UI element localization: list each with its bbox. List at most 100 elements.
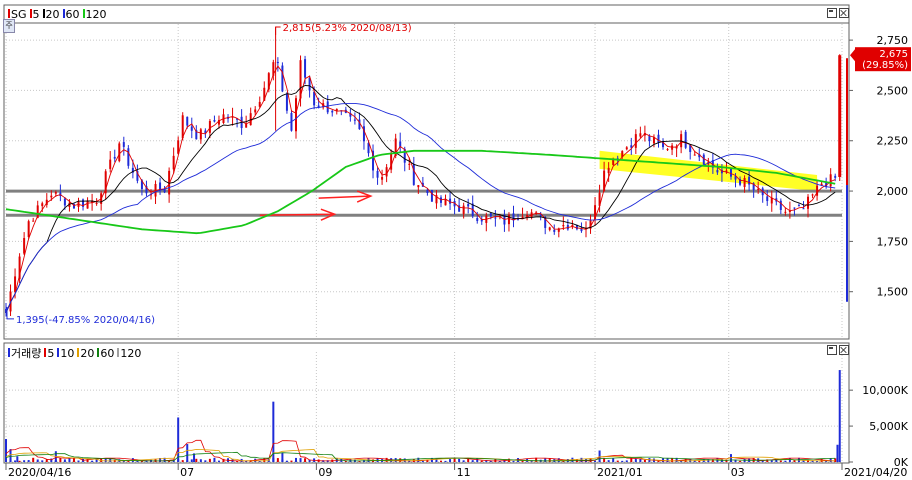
price-legend-item[interactable]: 20 (42, 8, 60, 21)
candle-body (399, 141, 402, 148)
price-scale-side (846, 58, 848, 302)
candle-body (689, 144, 692, 152)
price-panel-maximize-icon[interactable] (827, 8, 837, 18)
candle-body (467, 204, 470, 207)
volume-spike-bar (186, 444, 189, 462)
candle-body (430, 189, 433, 202)
volume-bar (643, 459, 646, 462)
volume-bar (707, 459, 710, 462)
volume-bar (104, 458, 107, 462)
candle-body (304, 59, 307, 78)
candle-body (294, 98, 297, 132)
volume-bar (168, 460, 171, 462)
volume-bar (45, 459, 48, 462)
volume-spike-bar (9, 449, 12, 462)
volume-y-tick-label: 10,000K (862, 384, 908, 397)
candle-body (204, 130, 207, 134)
candle-body (512, 213, 515, 221)
volume-legend-item[interactable]: 5 (44, 347, 54, 360)
candle-body (412, 164, 415, 185)
price-panel-close-icon[interactable] (839, 8, 849, 18)
volume-legend-item[interactable]: 10 (57, 347, 74, 360)
candle-body (159, 182, 162, 191)
volume-legend: 거래량 5 10 20 60 120 (8, 345, 141, 361)
candle-body (208, 121, 211, 133)
volume-bar (276, 458, 279, 462)
volume-bar (86, 458, 89, 462)
legend-swatch (8, 348, 10, 357)
volume-bar (784, 460, 787, 462)
volume-legend-item[interactable]: 60 (97, 347, 114, 360)
current-price-change: (29.85%) (862, 60, 908, 71)
chart-period-button[interactable]: 주 (3, 19, 15, 33)
candle-body (27, 221, 30, 237)
candle-body (544, 216, 547, 228)
volume-bar (190, 459, 193, 462)
candle-body (326, 101, 329, 113)
candle-body (684, 131, 687, 148)
legend-swatch (97, 347, 100, 357)
candle-body (834, 175, 837, 178)
volume-bar (607, 460, 610, 462)
volume-legend-item[interactable]: 거래량 (8, 345, 41, 361)
candle-body (766, 196, 769, 202)
candle-body (95, 203, 98, 205)
candle-body (417, 185, 420, 188)
volume-bar (245, 460, 248, 462)
candle-body (589, 220, 592, 229)
volume-bar (766, 459, 769, 462)
volume-bar (580, 457, 583, 462)
candle-body (625, 147, 628, 150)
volume-spike-bar (177, 417, 180, 462)
price-legend: SG 5 20 60 120 (8, 8, 107, 21)
volume-bar (788, 458, 791, 462)
candle-body (666, 149, 669, 151)
candle-body (820, 183, 823, 186)
candle-body (612, 160, 615, 165)
volume-bar (739, 460, 742, 462)
candle-body (362, 126, 365, 142)
legend-label: 10 (60, 346, 75, 360)
candle-body (86, 200, 89, 209)
volume-bar (485, 460, 488, 462)
candle-body (716, 170, 719, 173)
volume-bar (498, 460, 501, 462)
volume-spike-bar (193, 453, 196, 462)
volume-bar (725, 459, 728, 462)
volume-panel-maximize-icon[interactable] (827, 345, 837, 355)
volume-legend-item[interactable]: 120 (117, 347, 141, 360)
legend-label: 60 (65, 8, 80, 21)
volume-panel-close-icon[interactable] (839, 345, 849, 355)
candle-body (258, 101, 261, 107)
candle-body (657, 134, 660, 143)
candle-body (122, 142, 125, 147)
price-legend-item[interactable]: SG (8, 8, 27, 21)
volume-bar (41, 460, 44, 462)
volume-bar (625, 460, 628, 462)
price-legend-item[interactable]: 120 (82, 8, 107, 21)
candle-body (41, 203, 44, 207)
x-tick-label: 11 (457, 466, 471, 479)
volume-bar (304, 458, 307, 462)
price-legend-item[interactable]: 60 (62, 8, 80, 21)
legend-swatch (29, 9, 32, 18)
legend-label: 5 (32, 8, 40, 21)
candle-body (18, 256, 21, 280)
volume-bar (222, 458, 225, 462)
price-legend-item[interactable]: 5 (29, 8, 40, 21)
candle-body (317, 105, 320, 108)
volume-bar (32, 457, 35, 462)
volume-bar (72, 457, 75, 462)
volume-bar (734, 459, 737, 462)
candle-body (131, 167, 134, 173)
candle-body (394, 138, 397, 157)
low-annotation-label: 1,395(-47.85% 2020/04/16) (16, 315, 155, 326)
candle-body (435, 195, 438, 204)
y-tick-label: 2,750 (877, 34, 909, 47)
high-annotation-label: 2,815(5.23% 2020/08/13) (283, 23, 412, 34)
volume-legend-item[interactable]: 20 (77, 347, 94, 360)
volume-bar (449, 459, 452, 462)
volume-bar (23, 460, 26, 462)
candle-body (213, 120, 216, 122)
volume-bar (544, 458, 547, 462)
